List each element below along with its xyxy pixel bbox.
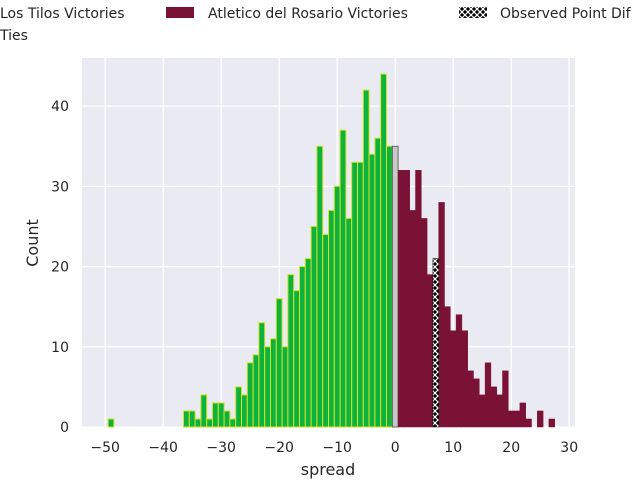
bar-rosario bbox=[461, 330, 468, 428]
x-axis-label: spread bbox=[301, 460, 356, 479]
y-tick-labels: 0 10 20 30 40 bbox=[51, 99, 69, 436]
bar-observed bbox=[432, 258, 439, 428]
bar-los-tilos bbox=[362, 89, 370, 428]
bar-los-tilos bbox=[194, 418, 202, 428]
bar-los-tilos bbox=[328, 209, 335, 428]
bar-los-tilos bbox=[374, 137, 382, 428]
bar-los-tilos bbox=[293, 290, 301, 428]
y-axis-label: Count bbox=[23, 219, 42, 267]
legend-label-rosario: Atletico del Rosario Victories bbox=[208, 6, 408, 22]
bar-los-tilos bbox=[200, 394, 208, 428]
bar-los-tilos bbox=[368, 153, 376, 428]
bar-los-tilos bbox=[229, 418, 237, 428]
bar-rosario bbox=[496, 394, 503, 428]
x-tick-label: 10 bbox=[444, 440, 462, 456]
bar-rosario bbox=[397, 170, 405, 428]
bar-los-tilos bbox=[212, 402, 219, 428]
bar-los-tilos bbox=[339, 129, 347, 428]
bar-rosario bbox=[490, 386, 497, 428]
legend-swatch-rosario bbox=[166, 7, 194, 18]
legend: Los Tilos Victories Atletico del Rosario… bbox=[0, 6, 632, 44]
y-tick-label: 20 bbox=[51, 260, 69, 276]
bar-ties bbox=[391, 145, 399, 428]
bar-rosario bbox=[519, 402, 526, 428]
x-tick-label: −10 bbox=[322, 440, 352, 456]
y-tick-label: 30 bbox=[51, 179, 69, 195]
bar-los-tilos bbox=[223, 410, 231, 428]
bar-rosario bbox=[479, 394, 486, 428]
bar-rosario bbox=[438, 202, 445, 428]
bar-los-tilos bbox=[235, 386, 242, 428]
bar-los-tilos bbox=[380, 73, 388, 428]
bar-rosario bbox=[421, 218, 428, 428]
bar-los-tilos bbox=[333, 185, 341, 428]
bar-rosario bbox=[409, 210, 416, 428]
y-tick-label: 10 bbox=[51, 340, 69, 356]
legend-label-ties: Ties bbox=[0, 28, 28, 44]
bar-rosario bbox=[467, 370, 474, 428]
bar-los-tilos bbox=[258, 322, 266, 428]
bar-rosario bbox=[508, 410, 515, 428]
bar-los-tilos bbox=[188, 410, 196, 428]
bar-los-tilos bbox=[252, 354, 260, 428]
bars bbox=[107, 73, 555, 428]
bar-rosario bbox=[403, 170, 410, 428]
bar-los-tilos bbox=[386, 145, 393, 428]
x-tick-label: 20 bbox=[502, 440, 520, 456]
x-tick-label: −20 bbox=[264, 440, 294, 456]
bar-rosario bbox=[450, 330, 457, 428]
bar-los-tilos bbox=[287, 274, 295, 428]
x-tick-label: 30 bbox=[560, 440, 578, 456]
bar-los-tilos bbox=[351, 161, 359, 428]
bar-los-tilos bbox=[183, 410, 190, 428]
bar-rosario bbox=[502, 370, 509, 428]
bar-los-tilos bbox=[107, 418, 115, 428]
bar-los-tilos bbox=[275, 298, 283, 428]
bar-los-tilos bbox=[246, 362, 254, 428]
bar-rosario bbox=[537, 410, 544, 428]
bar-rosario bbox=[415, 170, 422, 428]
bar-los-tilos bbox=[299, 266, 306, 428]
bar-los-tilos bbox=[310, 225, 318, 428]
x-tick-labels: −50 −40 −30 −20 −10 0 10 20 30 bbox=[90, 440, 578, 456]
bar-los-tilos bbox=[281, 346, 289, 428]
bar-rosario bbox=[525, 418, 532, 428]
bar-rosario bbox=[444, 306, 451, 428]
bar-rosario bbox=[426, 274, 434, 428]
bar-rosario bbox=[484, 362, 492, 428]
x-tick-label: −40 bbox=[148, 440, 178, 456]
legend-label-los-tilos: Los Tilos Victories bbox=[0, 6, 125, 22]
bar-los-tilos bbox=[217, 402, 225, 428]
legend-swatch-observed bbox=[459, 7, 487, 18]
bar-rosario bbox=[548, 418, 555, 428]
bar-rosario bbox=[513, 410, 521, 428]
bar-los-tilos bbox=[345, 217, 353, 428]
bar-los-tilos bbox=[241, 394, 248, 428]
bar-los-tilos bbox=[316, 145, 324, 428]
bar-los-tilos bbox=[270, 338, 277, 428]
x-tick-label: −50 bbox=[90, 440, 120, 456]
bar-los-tilos bbox=[206, 418, 213, 428]
x-tick-label: −30 bbox=[206, 440, 236, 456]
bar-los-tilos bbox=[322, 233, 330, 428]
legend-label-observed: Observed Point Dif bbox=[500, 6, 632, 22]
y-tick-label: 0 bbox=[60, 420, 69, 436]
bar-los-tilos bbox=[264, 346, 272, 428]
bar-los-tilos bbox=[357, 161, 364, 428]
x-tick-label: 0 bbox=[391, 440, 400, 456]
bar-rosario bbox=[455, 314, 463, 428]
bar-rosario bbox=[473, 378, 480, 428]
y-tick-label: 40 bbox=[51, 99, 69, 115]
bar-los-tilos bbox=[304, 258, 312, 428]
